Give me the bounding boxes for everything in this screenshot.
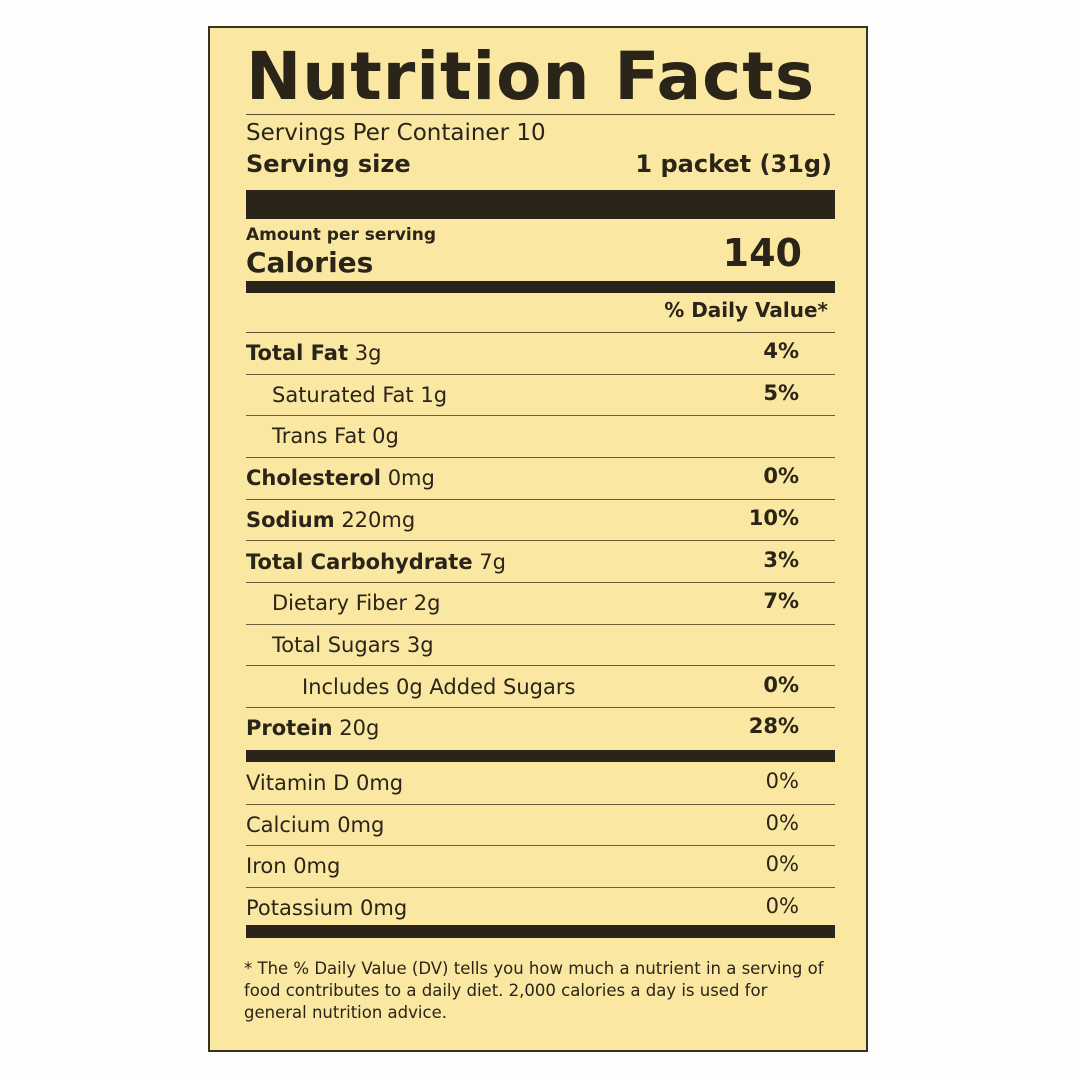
nutrient-name: Total Carbohydrate xyxy=(246,549,473,574)
daily-value-percent: 3% xyxy=(763,547,799,572)
vitamin-name: Vitamin D 0mg xyxy=(246,771,404,795)
nutrient-name: Total Fat xyxy=(246,341,349,365)
nutrient-name-cell: Saturated Fat 1g xyxy=(272,375,447,417)
nutrient-row: Total Carbohydrate 7g 3% xyxy=(246,542,835,584)
daily-value-percent: 0% xyxy=(765,810,799,835)
calories-label: Calories xyxy=(246,246,374,279)
serving-size-label: Serving size xyxy=(246,150,411,178)
daily-value-percent: 0% xyxy=(765,893,799,918)
nutrient-name-cell: Includes 0g Added Sugars xyxy=(302,667,575,709)
nutrient-row: Includes 0g Added Sugars 0% xyxy=(246,667,835,709)
nutrient-amount: 7g xyxy=(479,549,506,574)
daily-value-percent: 0% xyxy=(765,852,799,876)
nutrient-name: Cholesterol xyxy=(246,466,381,491)
nutrient-name-cell: Cholesterol 0mg xyxy=(246,458,435,500)
nutrient-name: Total Sugars xyxy=(272,632,401,657)
nutrient-name-cell: Trans Fat 0g xyxy=(272,416,399,458)
nutrient-name: Includes 0g Added Sugars xyxy=(302,674,576,699)
nutrient-name-cell: Protein 20g xyxy=(246,708,379,750)
daily-value-header: % Daily Value* xyxy=(664,298,828,322)
nutrient-row: Trans Fat 0g xyxy=(246,416,835,458)
calories-value: 140 xyxy=(722,231,802,275)
vitamin-row: Vitamin D 0mg 0% xyxy=(246,763,835,805)
nutrient-name-cell: Total Carbohydrate 7g xyxy=(246,542,506,584)
nutrient-amount: 2g xyxy=(413,591,441,616)
vitamin-row: Iron 0mg 0% xyxy=(246,846,835,888)
divider xyxy=(246,332,835,333)
nutrient-row: Protein 20g 28% xyxy=(246,708,835,750)
vitamin-name: Calcium 0mg xyxy=(246,812,385,837)
nutrient-amount: 3g xyxy=(354,341,382,365)
vitamin-name: Potassium 0mg xyxy=(246,895,408,920)
vitamin-name: Iron 0mg xyxy=(246,854,341,878)
nutrient-row: Dietary Fiber 2g 7% xyxy=(246,583,835,625)
nutrient-amount: 3g xyxy=(406,632,434,657)
nutrient-amount: 20g xyxy=(339,716,380,741)
daily-value-percent: 7% xyxy=(763,589,799,614)
nutrient-row: Total Sugars 3g xyxy=(246,625,835,667)
nutrient-name-cell: Total Sugars 3g xyxy=(272,625,434,667)
daily-value-percent: 5% xyxy=(763,380,799,405)
nutrient-name-cell: Dietary Fiber 2g xyxy=(272,583,440,625)
nutrient-row: Total Fat 3g 4% xyxy=(246,333,835,375)
amount-per-serving: Amount per serving xyxy=(246,225,437,245)
medium-divider xyxy=(246,750,835,762)
nutrient-name: Dietary Fiber xyxy=(272,591,408,616)
divider xyxy=(246,114,835,115)
nutrient-name: Protein xyxy=(246,716,333,741)
nutrient-amount: 1g xyxy=(420,382,448,407)
thick-divider xyxy=(246,190,835,219)
daily-value-percent: 28% xyxy=(748,714,799,739)
nutrient-name: Trans Fat xyxy=(272,424,366,449)
nutrient-name: Saturated Fat xyxy=(272,382,414,407)
nutrient-row: Sodium 220mg 10% xyxy=(246,500,835,542)
label-title: Nutrition Facts xyxy=(246,38,816,115)
nutrient-name-cell: Sodium 220mg xyxy=(246,500,415,542)
servings-per-container: Servings Per Container 10 xyxy=(246,120,546,146)
nutrient-amount: 0g xyxy=(372,424,399,449)
serving-size-value: 1 packet (31g) xyxy=(635,150,832,178)
vitamin-row: Calcium 0mg 0% xyxy=(246,805,835,847)
nutrient-name: Sodium xyxy=(246,507,335,532)
nutrient-row: Saturated Fat 1g 5% xyxy=(246,375,835,417)
daily-value-percent: 4% xyxy=(763,339,799,363)
vitamin-row: Potassium 0mg 0% xyxy=(246,888,835,930)
footnote: * The % Daily Value (DV) tells you how m… xyxy=(244,959,824,1022)
daily-value-percent: 0% xyxy=(763,464,799,489)
medium-divider xyxy=(246,925,835,938)
daily-value-percent: 10% xyxy=(748,505,799,530)
nutrient-row: Cholesterol 0mg 0% xyxy=(246,458,835,500)
medium-divider xyxy=(246,281,835,293)
nutrient-name-cell: Total Fat 3g xyxy=(246,333,381,375)
nutrient-amount: 0mg xyxy=(387,466,435,491)
nutrient-amount: 220mg xyxy=(341,507,416,532)
daily-value-percent: 0% xyxy=(763,672,799,697)
nutrition-facts-label: Nutrition Facts Servings Per Container 1… xyxy=(208,26,868,1052)
daily-value-percent: 0% xyxy=(765,769,799,793)
